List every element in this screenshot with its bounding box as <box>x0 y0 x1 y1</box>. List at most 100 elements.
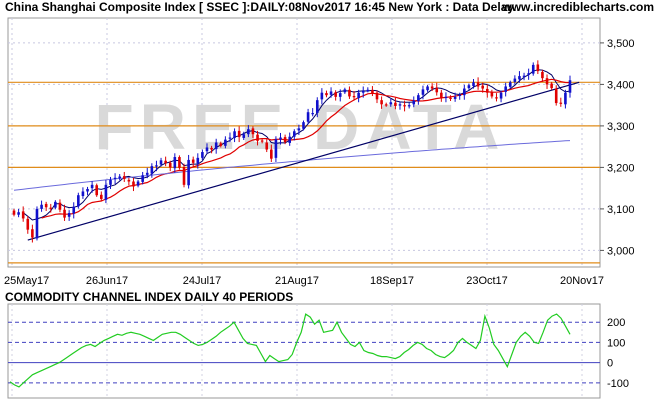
candle-body <box>54 201 57 208</box>
candle-body <box>564 92 567 105</box>
cci-y-tick-label: 200 <box>607 317 625 329</box>
candle-body <box>164 160 167 164</box>
candle-body <box>485 88 489 93</box>
cci-frame <box>7 303 601 399</box>
candle-body <box>132 181 135 187</box>
candle-body <box>136 181 140 186</box>
candle-body <box>67 213 71 217</box>
candle-body <box>329 91 333 95</box>
candle-body <box>191 159 195 163</box>
candle-body <box>210 147 213 150</box>
candle-body <box>150 166 154 174</box>
candle-body <box>58 202 62 210</box>
cci-line <box>9 313 571 388</box>
candle-body <box>141 175 144 182</box>
x-tick-label: 21Aug17 <box>275 275 319 287</box>
y-tick-label: 3,100 <box>607 204 635 216</box>
candle-body <box>306 112 310 122</box>
candle-body <box>407 105 411 107</box>
candle-body <box>490 92 494 97</box>
candle-body <box>545 78 549 85</box>
candle-body <box>86 188 89 192</box>
cci-grid <box>7 303 601 399</box>
candle-body <box>449 97 452 99</box>
candle-body <box>214 142 218 150</box>
candle-body <box>467 85 471 89</box>
candle-body <box>531 64 535 74</box>
candle-body <box>35 208 39 239</box>
candle-body <box>49 207 53 209</box>
candle-body <box>311 113 314 115</box>
watermark: FREE DATA <box>95 91 506 163</box>
candle-body <box>233 131 236 138</box>
candle-body <box>178 157 181 168</box>
candle-body <box>343 89 347 93</box>
candle-body <box>168 162 172 168</box>
candle-body <box>237 130 241 138</box>
candle-body <box>90 184 94 189</box>
candle-body <box>325 93 328 96</box>
candle-body <box>453 96 457 99</box>
candle-body <box>302 122 305 129</box>
candle-body <box>504 86 507 92</box>
candle-body <box>283 137 287 143</box>
candle-body <box>260 140 264 142</box>
candle-body <box>375 92 379 100</box>
candle-body <box>159 160 163 165</box>
candle-body <box>476 82 480 87</box>
cci-reference-lines <box>8 321 600 384</box>
candle-body <box>559 102 563 104</box>
candle-body <box>568 80 572 93</box>
candle-body <box>26 218 30 230</box>
candle-body <box>113 177 117 180</box>
candle-body <box>426 86 429 91</box>
y-tick-label: 3,200 <box>607 162 635 174</box>
candle-body <box>444 96 448 99</box>
candle-body <box>334 92 337 97</box>
candle-body <box>357 92 360 99</box>
candle-body <box>518 76 521 80</box>
price-frame <box>7 17 601 268</box>
candle-body <box>63 209 66 218</box>
candle-body <box>435 87 439 93</box>
x-tick-label: 25May17 <box>4 275 49 287</box>
candle-body <box>508 82 512 87</box>
candle-body <box>21 211 25 219</box>
candle-body <box>12 210 16 215</box>
candle-body <box>440 92 443 98</box>
y-tick-label: 3,400 <box>607 79 635 91</box>
candle-body <box>481 85 484 89</box>
candle-body <box>550 83 553 89</box>
candle-body <box>274 139 278 158</box>
candle-body <box>44 203 48 208</box>
candle-body <box>31 229 34 238</box>
candle-body <box>270 149 273 159</box>
candle-body <box>527 73 530 75</box>
cci-line-group <box>9 313 571 388</box>
cci-y-axis: 200 100 0 -100 <box>607 317 629 390</box>
candle-body <box>265 142 269 150</box>
candle-body <box>224 139 227 146</box>
candle-body <box>81 191 85 197</box>
candle-body <box>389 102 393 105</box>
candle-body <box>472 82 475 87</box>
candle-body <box>513 78 517 82</box>
candle-body <box>122 176 126 180</box>
candle-body <box>118 176 121 179</box>
candle-body <box>242 134 246 138</box>
website-label[interactable]: www.incrediblecharts.com <box>502 0 654 14</box>
cci-panel-title: COMMODITY CHANNEL INDEX DAILY 40 PERIODS <box>5 290 294 304</box>
candle-body <box>458 94 462 97</box>
candle-body <box>100 194 103 199</box>
candle-body <box>541 71 544 79</box>
candle-body <box>554 88 558 104</box>
candle-body <box>173 157 177 169</box>
chart-title: China Shanghai Composite Index [ SSEC ]:… <box>5 0 520 14</box>
trendline-line <box>27 81 580 241</box>
candle-body <box>201 152 204 158</box>
candle-body <box>77 195 80 207</box>
candle-body <box>219 143 223 146</box>
candle-body <box>421 89 425 95</box>
trendline <box>27 81 580 241</box>
x-tick-label: 26Jun17 <box>86 275 128 287</box>
